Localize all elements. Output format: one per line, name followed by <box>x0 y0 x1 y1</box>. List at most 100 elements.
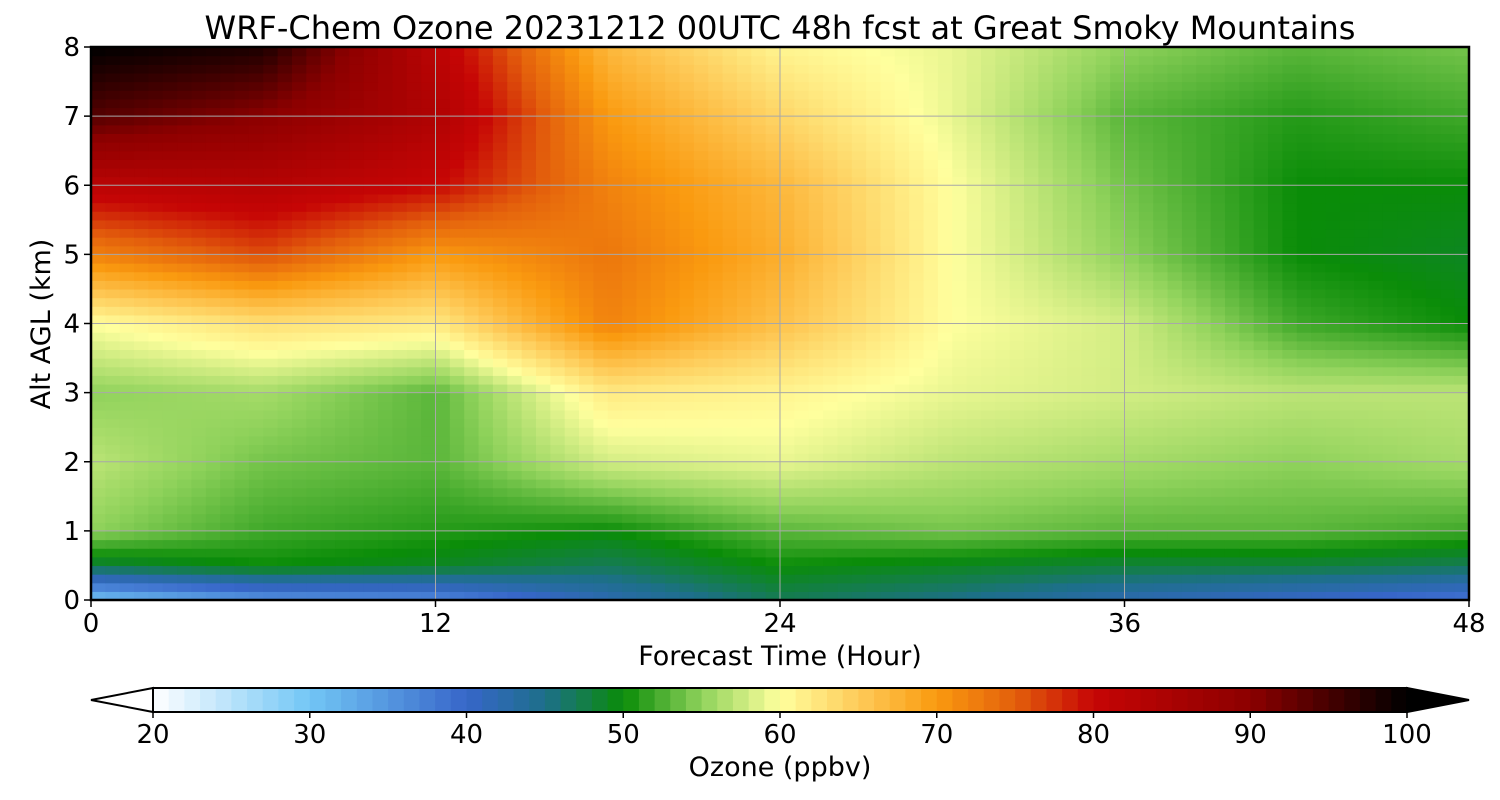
heatmap-cell <box>765 297 781 307</box>
heatmap-cell <box>1110 444 1126 454</box>
heatmap-cell <box>794 375 810 385</box>
heatmap-cell <box>1368 288 1384 299</box>
heatmap-cell <box>1067 392 1083 402</box>
heatmap-cell <box>320 219 336 230</box>
heatmap-cell <box>1196 435 1212 446</box>
heatmap-cell <box>277 565 293 575</box>
heatmap-cell <box>1311 582 1327 592</box>
heatmap-cell <box>1167 176 1183 186</box>
heatmap-cell <box>837 582 853 592</box>
heatmap-cell <box>1454 271 1470 281</box>
heatmap-cell <box>1110 513 1126 523</box>
heatmap-cell <box>722 522 738 532</box>
heatmap-cell <box>909 193 925 204</box>
heatmap-cell <box>1397 306 1413 316</box>
heatmap-cell <box>234 237 250 247</box>
heatmap-cell <box>521 582 537 592</box>
heatmap-cell <box>1440 150 1456 160</box>
heatmap-cell <box>1253 444 1269 454</box>
heatmap-cell <box>1124 574 1140 584</box>
heatmap-cell <box>492 470 508 480</box>
heatmap-cell <box>492 435 508 446</box>
heatmap-cell <box>1397 409 1413 420</box>
heatmap-cell <box>794 314 810 325</box>
heatmap-cell <box>1167 366 1183 376</box>
heatmap-cell <box>91 479 106 489</box>
heatmap-cell <box>435 392 451 402</box>
heatmap-cell <box>1138 193 1154 204</box>
heatmap-cell <box>1196 418 1212 428</box>
heatmap-cell <box>291 332 307 342</box>
heatmap-cell <box>535 340 551 351</box>
heatmap-cell <box>880 202 896 212</box>
heatmap-cell <box>507 202 523 212</box>
heatmap-cell <box>464 530 480 541</box>
heatmap-cell <box>1397 176 1413 186</box>
heatmap-cell <box>650 513 666 523</box>
heatmap-cell <box>91 332 106 342</box>
heatmap-cell <box>1124 323 1140 333</box>
heatmap-cell <box>693 219 709 230</box>
heatmap-cell <box>923 297 939 307</box>
heatmap-cell <box>435 271 451 281</box>
heatmap-cell <box>421 185 437 195</box>
heatmap-cell <box>406 323 422 333</box>
heatmap-cell <box>564 513 580 523</box>
heatmap-cell <box>550 245 566 255</box>
heatmap-cell <box>1354 496 1370 506</box>
heatmap-cell <box>579 539 594 549</box>
heatmap-cell <box>119 349 135 359</box>
heatmap-cell <box>1397 461 1413 471</box>
heatmap-cell <box>119 340 135 351</box>
heatmap-cell <box>291 202 307 212</box>
heatmap-cell <box>550 375 566 385</box>
heatmap-cell <box>1210 453 1226 463</box>
heatmap-cell <box>579 202 594 212</box>
heatmap-cell <box>650 392 666 402</box>
heatmap-cell <box>995 461 1011 471</box>
heatmap-cell <box>665 375 681 385</box>
heatmap-cell <box>1153 297 1169 307</box>
heatmap-cell <box>521 323 537 333</box>
heatmap-cell <box>306 409 322 420</box>
heatmap-cell <box>1325 401 1341 411</box>
heatmap-cell <box>980 504 996 515</box>
heatmap-cell <box>966 418 982 428</box>
heatmap-cell <box>1325 193 1341 204</box>
heatmap-cell <box>923 479 939 489</box>
heatmap-cell <box>622 470 638 480</box>
heatmap-cell <box>1153 427 1169 437</box>
heatmap-cell <box>708 271 724 281</box>
heatmap-cell <box>880 383 896 394</box>
heatmap-cell <box>1196 504 1212 515</box>
heatmap-cell <box>1253 375 1269 385</box>
heatmap-cell <box>105 340 121 351</box>
heatmap-cell <box>177 453 193 463</box>
heatmap-cell <box>851 565 867 575</box>
heatmap-cell <box>550 150 566 160</box>
heatmap-cell <box>851 574 867 584</box>
heatmap-cell <box>579 401 594 411</box>
heatmap-cell <box>1067 314 1083 325</box>
heatmap-cell <box>765 314 781 325</box>
heatmap-cell <box>1311 193 1327 204</box>
heatmap-cell <box>191 548 207 558</box>
heatmap-cell <box>507 513 523 523</box>
heatmap-cell <box>220 332 236 342</box>
heatmap-cell <box>1382 591 1398 601</box>
heatmap-cell <box>205 383 221 394</box>
heatmap-cell <box>1167 349 1183 359</box>
heatmap-cell <box>220 444 236 454</box>
heatmap-cell <box>636 530 652 541</box>
heatmap-cell <box>894 539 910 549</box>
heatmap-cell <box>162 409 178 420</box>
heatmap-cell <box>1354 574 1370 584</box>
heatmap-cell <box>622 150 638 160</box>
heatmap-cell <box>1282 479 1298 489</box>
heatmap-cell <box>1095 193 1111 204</box>
heatmap-cell <box>1009 271 1025 281</box>
heatmap-cell <box>1397 548 1413 558</box>
heatmap-cell <box>952 185 968 195</box>
heatmap-cell <box>1009 314 1025 325</box>
heatmap-cell <box>708 418 724 428</box>
